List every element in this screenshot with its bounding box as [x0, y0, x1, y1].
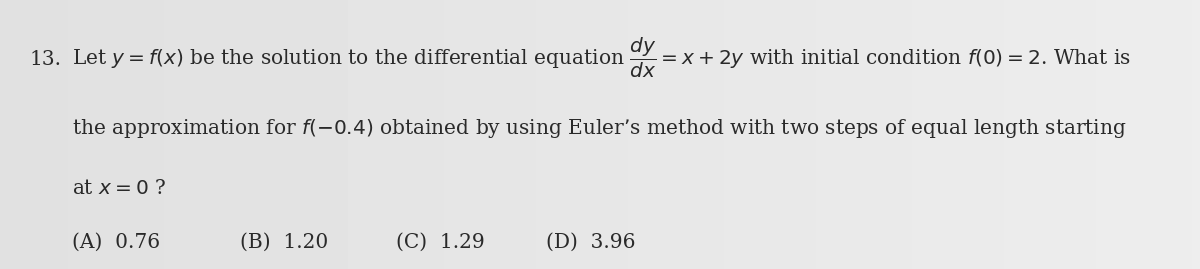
Text: (D)  3.96: (D) 3.96 [546, 232, 636, 252]
Text: at $x = 0$ ?: at $x = 0$ ? [72, 179, 166, 198]
Text: Let $y = f(x)$ be the solution to the differential equation $\dfrac{dy}{dx} = x : Let $y = f(x)$ be the solution to the di… [72, 35, 1130, 80]
Text: (C)  1.29: (C) 1.29 [396, 232, 485, 252]
Text: 13.: 13. [30, 49, 62, 69]
Text: (A)  0.76: (A) 0.76 [72, 232, 160, 252]
Text: the approximation for $f(-0.4)$ obtained by using Euler’s method with two steps : the approximation for $f(-0.4)$ obtained… [72, 118, 1127, 140]
Text: (B)  1.20: (B) 1.20 [240, 232, 329, 252]
